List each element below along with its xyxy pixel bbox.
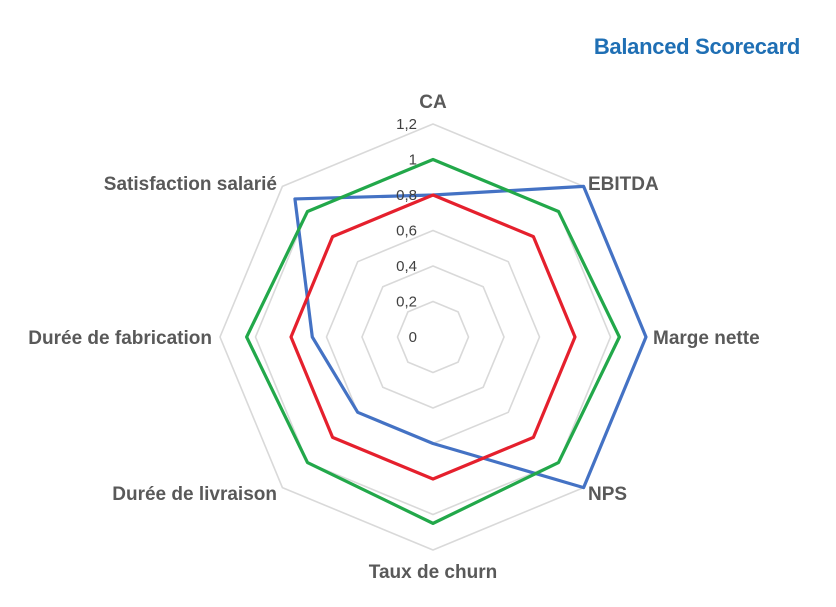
tick-label: 0	[409, 329, 417, 346]
axis-label: Taux de churn	[369, 562, 497, 583]
axis-label: EBITDA	[588, 174, 659, 195]
series-line-3	[289, 193, 577, 481]
axis-label: Durée de fabrication	[28, 328, 212, 349]
axis-label: Satisfaction salarié	[104, 174, 277, 195]
tick-label: 0,8	[396, 187, 417, 204]
radar-series	[245, 157, 648, 525]
tick-label: 0,2	[396, 294, 417, 311]
chart-title: Balanced Scorecard	[593, 34, 800, 59]
axis-label: CA	[419, 92, 447, 113]
radar-axis-labels: CA EBITDA Marge nette NPS Taux de churn Durée…	[28, 92, 759, 583]
grid-ring	[361, 265, 505, 409]
tick-label: 1,2	[396, 116, 417, 133]
series-line-2	[245, 157, 621, 525]
tick-label: 0,6	[396, 223, 417, 240]
tick-label: 1	[409, 152, 417, 169]
tick-label: 0,4	[396, 258, 417, 275]
axis-label: NPS	[588, 484, 627, 505]
grid-ring	[396, 300, 470, 374]
grid-ring	[254, 158, 612, 516]
series-line-1	[293, 184, 648, 490]
axis-label: Marge nette	[653, 328, 760, 349]
axis-label: Durée de livraison	[112, 484, 277, 505]
radar-tick-labels: 0 0,2 0,4 0,6 0,8 1 1,2	[396, 116, 417, 346]
